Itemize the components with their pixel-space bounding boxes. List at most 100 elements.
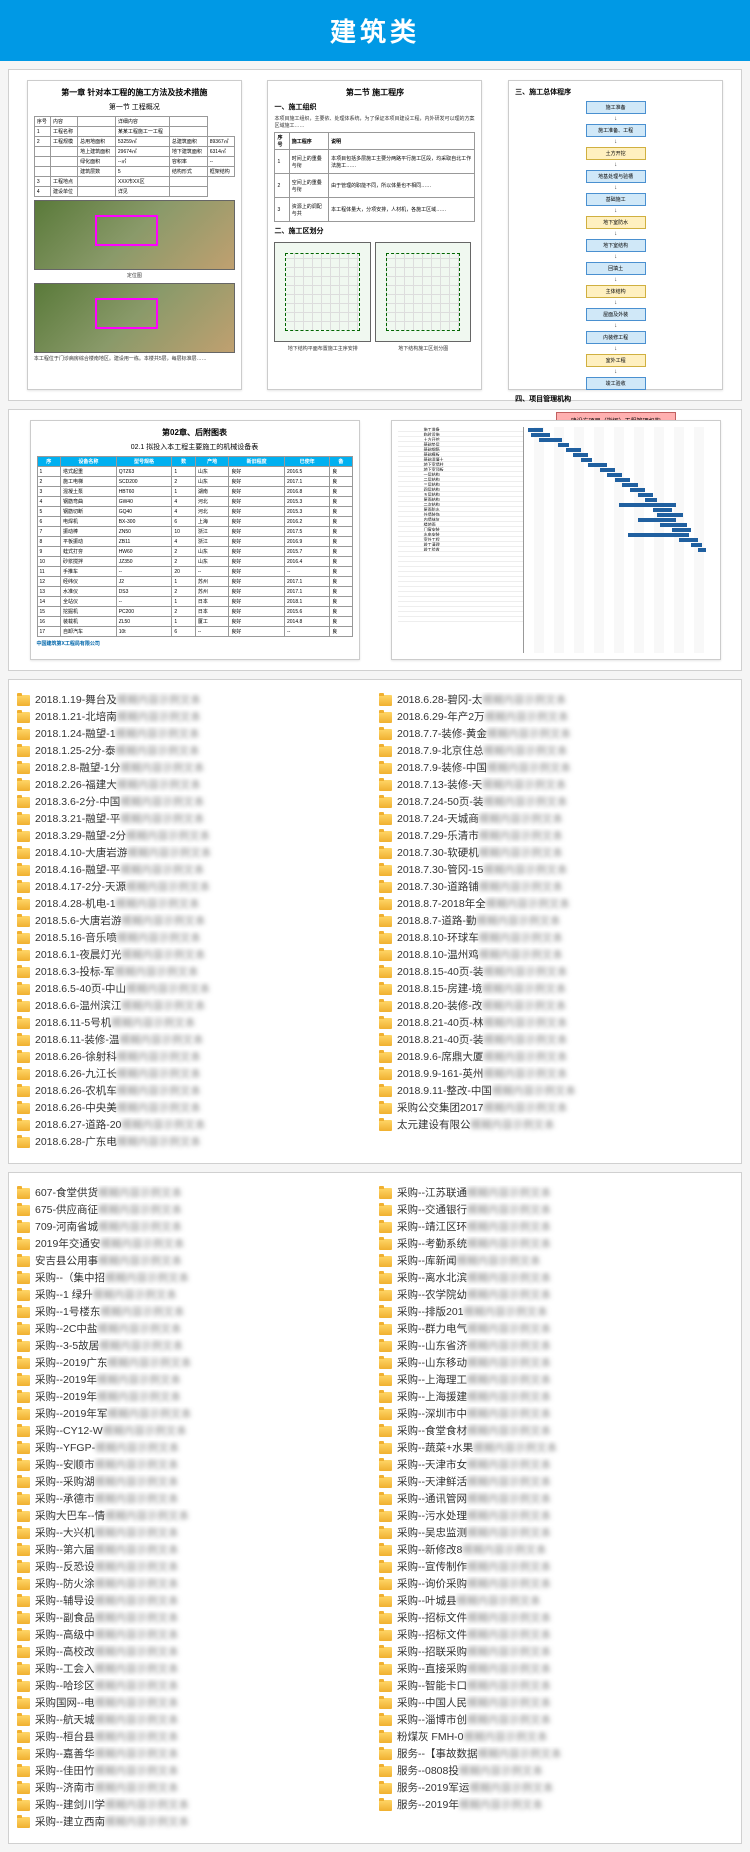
folder-item[interactable]: 采购--1 绿升模糊内容示例文本: [17, 1287, 371, 1304]
folder-item[interactable]: 2018.8.21-40页-林模糊内容示例文本: [379, 1015, 733, 1032]
folder-item[interactable]: 采购--直接采购模糊内容示例文本: [379, 1661, 733, 1678]
folder-item[interactable]: 采购--高校改模糊内容示例文本: [17, 1644, 371, 1661]
folder-item[interactable]: 采购--宣传制作模糊内容示例文本: [379, 1559, 733, 1576]
folder-item[interactable]: 采购--2019年模糊内容示例文本: [17, 1389, 371, 1406]
folder-item[interactable]: 2018.3.21-融望-平模糊内容示例文本: [17, 811, 371, 828]
folder-item[interactable]: 采购国网--电模糊内容示例文本: [17, 1695, 371, 1712]
folder-item[interactable]: 2018.7.24-50页-装模糊内容示例文本: [379, 794, 733, 811]
folder-item[interactable]: 采购--嘉善华模糊内容示例文本: [17, 1746, 371, 1763]
folder-item[interactable]: 采购--靖江区环模糊内容示例文本: [379, 1219, 733, 1236]
folder-item[interactable]: 采购--桓台县模糊内容示例文本: [17, 1729, 371, 1746]
folder-item[interactable]: 安吉县公用事模糊内容示例文本: [17, 1253, 371, 1270]
folder-item[interactable]: 2018.6.3-投标-军模糊内容示例文本: [17, 964, 371, 981]
folder-item[interactable]: 采购--中国人民模糊内容示例文本: [379, 1695, 733, 1712]
folder-item[interactable]: 675-供应商征模糊内容示例文本: [17, 1202, 371, 1219]
folder-item[interactable]: 2018.8.10-温州鸡模糊内容示例文本: [379, 947, 733, 964]
folder-item[interactable]: 采购--离水北滨模糊内容示例文本: [379, 1270, 733, 1287]
folder-item[interactable]: 采购--食堂食材模糊内容示例文本: [379, 1423, 733, 1440]
folder-item[interactable]: 采购--承德市模糊内容示例文本: [17, 1491, 371, 1508]
folder-item[interactable]: 采购--CY12-W模糊内容示例文本: [17, 1423, 371, 1440]
folder-item[interactable]: 2018.1.24-融望-1模糊内容示例文本: [17, 726, 371, 743]
folder-item[interactable]: 2018.6.1-夜晨灯光模糊内容示例文本: [17, 947, 371, 964]
folder-item[interactable]: 2018.7.7-装修-黄金模糊内容示例文本: [379, 726, 733, 743]
folder-item[interactable]: 采购--2019年军模糊内容示例文本: [17, 1406, 371, 1423]
folder-item[interactable]: 采购--上海理工模糊内容示例文本: [379, 1372, 733, 1389]
folder-item[interactable]: 采购公交集团2017模糊内容示例文本: [379, 1100, 733, 1117]
folder-item[interactable]: 2018.6.6-温州滨江模糊内容示例文本: [17, 998, 371, 1015]
folder-item[interactable]: 2018.6.11-5号机模糊内容示例文本: [17, 1015, 371, 1032]
folder-item[interactable]: 2019年交通安模糊内容示例文本: [17, 1236, 371, 1253]
folder-item[interactable]: 采购--深圳市中模糊内容示例文本: [379, 1406, 733, 1423]
folder-item[interactable]: 2018.7.29-乐清市模糊内容示例文本: [379, 828, 733, 845]
folder-item[interactable]: 采购--第六届模糊内容示例文本: [17, 1542, 371, 1559]
folder-item[interactable]: 2018.8.15-房建-境模糊内容示例文本: [379, 981, 733, 998]
folder-item[interactable]: 2018.6.26-九江长模糊内容示例文本: [17, 1066, 371, 1083]
folder-item[interactable]: 采购--交通银行模糊内容示例文本: [379, 1202, 733, 1219]
folder-item[interactable]: 2018.7.30-管冈-15模糊内容示例文本: [379, 862, 733, 879]
folder-item[interactable]: 服务--2019年模糊内容示例文本: [379, 1797, 733, 1814]
folder-item[interactable]: 607-食堂供货模糊内容示例文本: [17, 1185, 371, 1202]
folder-item[interactable]: 粉煤灰 FMH-0模糊内容示例文本: [379, 1729, 733, 1746]
folder-item[interactable]: 2018.7.30-道路铺模糊内容示例文本: [379, 879, 733, 896]
folder-item[interactable]: 采购--通讯管网模糊内容示例文本: [379, 1491, 733, 1508]
folder-item[interactable]: 太元建设有限公模糊内容示例文本: [379, 1117, 733, 1134]
folder-item[interactable]: 采购--招标文件模糊内容示例文本: [379, 1627, 733, 1644]
folder-item[interactable]: 采购--上海援建模糊内容示例文本: [379, 1389, 733, 1406]
folder-item[interactable]: 采购--库新闻模糊内容示例文本: [379, 1253, 733, 1270]
folder-item[interactable]: 采购--2019年模糊内容示例文本: [17, 1372, 371, 1389]
folder-item[interactable]: 采购--建立西南模糊内容示例文本: [17, 1814, 371, 1831]
folder-item[interactable]: 2018.8.21-40页-装模糊内容示例文本: [379, 1032, 733, 1049]
folder-item[interactable]: 2018.6.27-道路-20模糊内容示例文本: [17, 1117, 371, 1134]
folder-item[interactable]: 2018.9.6-席鼎大厦模糊内容示例文本: [379, 1049, 733, 1066]
folder-item[interactable]: 2018.4.17-2分-天源模糊内容示例文本: [17, 879, 371, 896]
folder-item[interactable]: 采购--1号楼东模糊内容示例文本: [17, 1304, 371, 1321]
folder-item[interactable]: 2018.6.28-碧冈-太模糊内容示例文本: [379, 692, 733, 709]
folder-item[interactable]: 2018.8.7-道路-勤模糊内容示例文本: [379, 913, 733, 930]
folder-item[interactable]: 采购--防火涂模糊内容示例文本: [17, 1576, 371, 1593]
folder-item[interactable]: 采购--山东移动模糊内容示例文本: [379, 1355, 733, 1372]
folder-item[interactable]: 采购--3-5故居模糊内容示例文本: [17, 1338, 371, 1355]
folder-item[interactable]: 2018.7.24-天城商模糊内容示例文本: [379, 811, 733, 828]
folder-item[interactable]: 采购--蔬菜+水果模糊内容示例文本: [379, 1440, 733, 1457]
folder-item[interactable]: 2018.2.26-福建大模糊内容示例文本: [17, 777, 371, 794]
folder-item[interactable]: 2018.4.16-融望-平模糊内容示例文本: [17, 862, 371, 879]
folder-item[interactable]: 2018.9.9-161-英州模糊内容示例文本: [379, 1066, 733, 1083]
folder-item[interactable]: 2018.6.26-农机车模糊内容示例文本: [17, 1083, 371, 1100]
folder-item[interactable]: 采购--佳田竹模糊内容示例文本: [17, 1763, 371, 1780]
folder-item[interactable]: 2018.2.8-融望-1分模糊内容示例文本: [17, 760, 371, 777]
folder-item[interactable]: 采购--吴忠监测模糊内容示例文本: [379, 1525, 733, 1542]
folder-item[interactable]: 采购--建剑川学模糊内容示例文本: [17, 1797, 371, 1814]
folder-item[interactable]: 2018.7.9-北京住总模糊内容示例文本: [379, 743, 733, 760]
folder-item[interactable]: 采购--山东省济模糊内容示例文本: [379, 1338, 733, 1355]
folder-item[interactable]: 2018.6.26-中央美模糊内容示例文本: [17, 1100, 371, 1117]
folder-item[interactable]: 采购--2019广东模糊内容示例文本: [17, 1355, 371, 1372]
folder-item[interactable]: 2018.3.6-2分-中国模糊内容示例文本: [17, 794, 371, 811]
folder-item[interactable]: 采购--询价采购模糊内容示例文本: [379, 1576, 733, 1593]
folder-item[interactable]: 709-河南省城模糊内容示例文本: [17, 1219, 371, 1236]
folder-item[interactable]: 采购--辅导设模糊内容示例文本: [17, 1593, 371, 1610]
folder-item[interactable]: 2018.1.21-北培南模糊内容示例文本: [17, 709, 371, 726]
folder-item[interactable]: 采购--安顺市模糊内容示例文本: [17, 1457, 371, 1474]
folder-item[interactable]: 采购--副食品模糊内容示例文本: [17, 1610, 371, 1627]
folder-item[interactable]: 2018.6.29-年产2万模糊内容示例文本: [379, 709, 733, 726]
folder-item[interactable]: 采购--考勤系统模糊内容示例文本: [379, 1236, 733, 1253]
folder-item[interactable]: 2018.5.6-大唐岩游模糊内容示例文本: [17, 913, 371, 930]
folder-item[interactable]: 2018.8.15-40页-装模糊内容示例文本: [379, 964, 733, 981]
folder-item[interactable]: 采购--招标文件模糊内容示例文本: [379, 1610, 733, 1627]
folder-item[interactable]: 2018.7.30-软硬机模糊内容示例文本: [379, 845, 733, 862]
folder-item[interactable]: 服务--2019军运模糊内容示例文本: [379, 1780, 733, 1797]
folder-item[interactable]: 采购--大兴机模糊内容示例文本: [17, 1525, 371, 1542]
folder-item[interactable]: 采购--采购湖模糊内容示例文本: [17, 1474, 371, 1491]
folder-item[interactable]: 采购--哈珍区模糊内容示例文本: [17, 1678, 371, 1695]
folder-item[interactable]: 采购--排版201模糊内容示例文本: [379, 1304, 733, 1321]
folder-item[interactable]: 2018.8.7-2018年全模糊内容示例文本: [379, 896, 733, 913]
folder-item[interactable]: 采购--智能卡口模糊内容示例文本: [379, 1678, 733, 1695]
folder-item[interactable]: 采购--（集中招模糊内容示例文本: [17, 1270, 371, 1287]
folder-item[interactable]: 采购--高级中模糊内容示例文本: [17, 1627, 371, 1644]
folder-item[interactable]: 2018.8.10-环球车模糊内容示例文本: [379, 930, 733, 947]
folder-item[interactable]: 服务--【事故数据模糊内容示例文本: [379, 1746, 733, 1763]
folder-item[interactable]: 2018.1.25-2分-泰模糊内容示例文本: [17, 743, 371, 760]
folder-item[interactable]: 采购--群力电气模糊内容示例文本: [379, 1321, 733, 1338]
folder-item[interactable]: 采购--航天城模糊内容示例文本: [17, 1712, 371, 1729]
folder-item[interactable]: 2018.6.28-广东电模糊内容示例文本: [17, 1134, 371, 1151]
